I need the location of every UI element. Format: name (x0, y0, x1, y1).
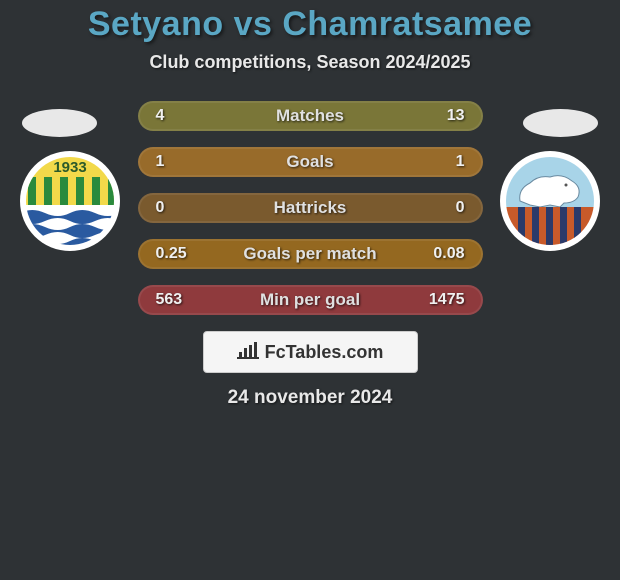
stat-row: 563 Min per goal 1475 (138, 285, 483, 315)
page-subtitle: Club competitions, Season 2024/2025 (0, 52, 620, 73)
stat-left-value: 563 (156, 291, 183, 309)
stat-right-value: 1 (456, 153, 465, 171)
logo-year: 1933 (53, 159, 86, 176)
stat-row: 1 Goals 1 (138, 147, 483, 177)
stat-row: 0 Hattricks 0 (138, 193, 483, 223)
stat-right-value: 13 (447, 107, 465, 125)
stat-label: Matches (276, 106, 344, 126)
bar-chart-icon (237, 341, 259, 364)
snapshot-date: 24 november 2024 (0, 387, 620, 409)
comparison-infographic: Setyano vs Chamratsamee Club competition… (0, 0, 620, 580)
right-team-logo (500, 151, 600, 251)
brand-text: FcTables.com (265, 342, 384, 363)
stat-label: Goals per match (243, 244, 376, 264)
left-accent-ellipse (22, 109, 97, 137)
stat-left-value: 4 (156, 107, 165, 125)
stat-left-value: 0 (156, 199, 165, 217)
stat-right-value: 0 (456, 199, 465, 217)
stat-label: Min per goal (260, 290, 360, 310)
right-accent-ellipse (523, 109, 598, 137)
left-team-logo: 1933 (20, 151, 120, 251)
page-title: Setyano vs Chamratsamee (0, 5, 620, 44)
stat-left-value: 1 (156, 153, 165, 171)
stat-label: Hattricks (274, 198, 347, 218)
brand-box: FcTables.com (203, 331, 418, 373)
stat-row: 0.25 Goals per match 0.08 (138, 239, 483, 269)
stat-right-value: 0.08 (433, 245, 464, 263)
stat-right-value: 1475 (429, 291, 465, 309)
stat-row: 4 Matches 13 (138, 101, 483, 131)
stat-left-value: 0.25 (156, 245, 187, 263)
stat-rows: 4 Matches 13 1 Goals 1 0 Hattricks 0 0.2… (138, 101, 483, 315)
content-area: 1933 (0, 101, 620, 409)
stat-label: Goals (286, 152, 333, 172)
